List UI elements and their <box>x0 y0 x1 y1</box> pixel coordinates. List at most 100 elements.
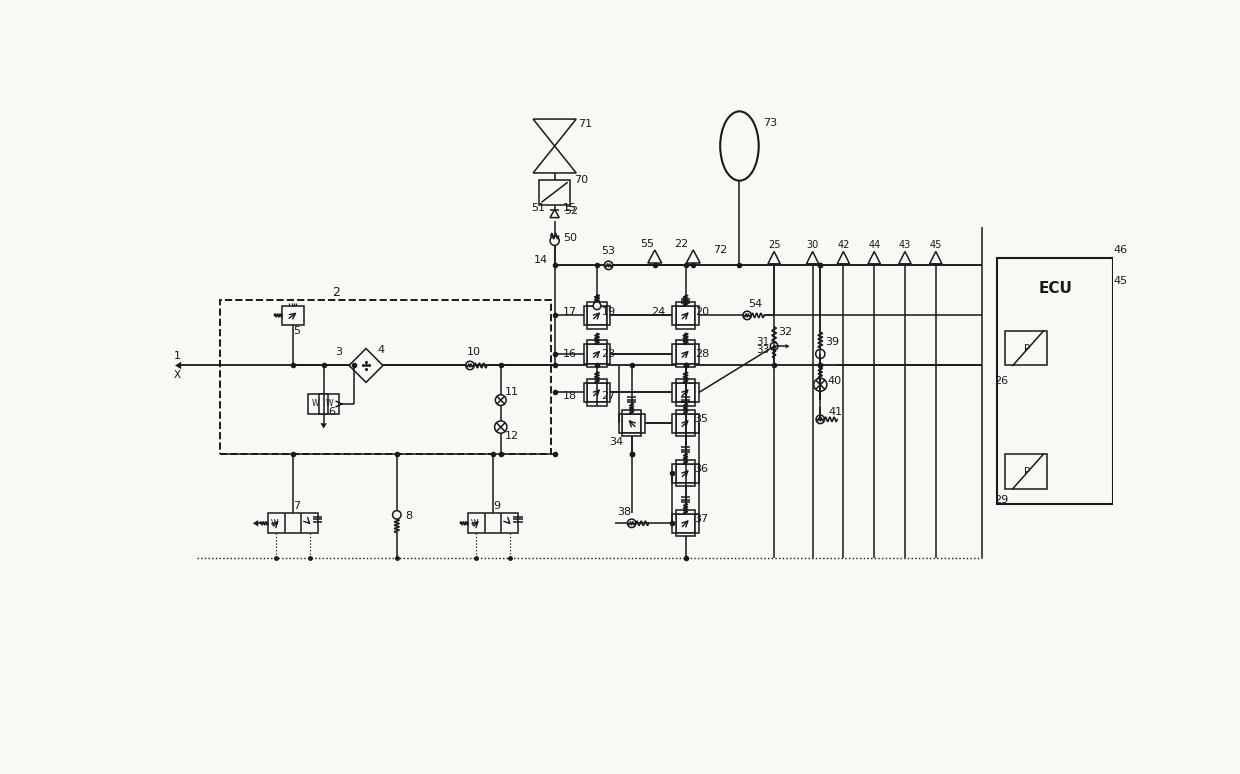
Bar <box>672 413 676 433</box>
Bar <box>588 302 606 306</box>
Circle shape <box>466 361 474 370</box>
Text: 37: 37 <box>694 515 708 525</box>
Text: 39: 39 <box>825 337 839 348</box>
Text: 14: 14 <box>533 255 548 265</box>
Text: 51: 51 <box>531 203 544 213</box>
Bar <box>676 402 696 406</box>
Bar <box>606 306 610 325</box>
Text: 73: 73 <box>763 118 777 128</box>
Text: 41: 41 <box>828 406 843 416</box>
Bar <box>672 306 676 325</box>
Text: 20: 20 <box>696 307 709 317</box>
Circle shape <box>393 511 401 519</box>
Bar <box>676 461 696 464</box>
Text: 70: 70 <box>574 175 589 185</box>
Bar <box>588 325 606 329</box>
Text: 24: 24 <box>651 307 666 317</box>
Text: 72: 72 <box>713 245 728 255</box>
Text: 6: 6 <box>327 406 335 416</box>
Circle shape <box>593 302 601 310</box>
Polygon shape <box>175 361 181 369</box>
Bar <box>672 383 676 402</box>
Circle shape <box>495 395 506 406</box>
Text: 52: 52 <box>564 207 579 217</box>
Bar <box>672 514 676 533</box>
Bar <box>588 364 606 368</box>
Bar <box>619 413 622 433</box>
Text: 54: 54 <box>748 299 761 309</box>
Text: 46: 46 <box>1114 245 1127 255</box>
Text: 4: 4 <box>378 345 384 355</box>
Bar <box>696 413 698 433</box>
Bar <box>676 383 696 402</box>
Text: 7: 7 <box>293 501 300 511</box>
Circle shape <box>551 236 559 245</box>
Text: 16: 16 <box>563 349 577 359</box>
Bar <box>997 258 1112 504</box>
Text: 32: 32 <box>779 327 792 337</box>
Text: 9: 9 <box>494 501 501 511</box>
Bar <box>539 180 570 204</box>
Text: 5: 5 <box>293 326 300 336</box>
Circle shape <box>495 421 507 433</box>
Bar <box>676 483 696 486</box>
Bar <box>676 410 696 413</box>
Text: X: X <box>174 370 181 380</box>
Text: 11: 11 <box>506 388 520 397</box>
Text: 2: 2 <box>331 286 340 299</box>
Text: 30: 30 <box>806 241 818 250</box>
Bar <box>588 341 606 344</box>
Bar <box>676 533 696 536</box>
Bar <box>588 306 606 325</box>
Text: 45: 45 <box>930 241 942 250</box>
Bar <box>696 514 698 533</box>
Text: 55: 55 <box>640 239 653 248</box>
Bar <box>676 344 696 364</box>
Circle shape <box>816 415 825 423</box>
Bar <box>672 344 676 364</box>
Text: 15: 15 <box>563 203 577 213</box>
Bar <box>584 344 588 364</box>
Bar <box>696 306 699 325</box>
Bar <box>588 344 606 364</box>
Text: W: W <box>311 399 319 409</box>
Polygon shape <box>350 348 383 382</box>
Bar <box>606 383 610 402</box>
Text: W: W <box>270 519 278 528</box>
Bar <box>219 300 551 454</box>
Text: 27: 27 <box>601 392 616 401</box>
Bar <box>676 302 696 306</box>
Bar <box>641 413 645 433</box>
Bar <box>281 307 304 324</box>
Bar <box>676 510 696 514</box>
Text: 10: 10 <box>466 347 481 357</box>
Polygon shape <box>786 344 790 348</box>
Bar <box>676 379 696 383</box>
Text: 12: 12 <box>505 431 520 441</box>
Text: 19: 19 <box>601 307 615 317</box>
Text: 71: 71 <box>578 119 593 129</box>
Text: 26: 26 <box>994 376 1008 386</box>
Text: 38: 38 <box>616 507 631 517</box>
Text: 50: 50 <box>563 233 577 242</box>
Bar <box>467 513 518 533</box>
Bar <box>584 383 588 402</box>
Bar <box>672 464 676 483</box>
Text: 53: 53 <box>601 246 615 256</box>
Circle shape <box>627 519 636 528</box>
Bar <box>676 341 696 344</box>
Text: 44: 44 <box>868 241 880 250</box>
Bar <box>1006 330 1048 365</box>
Text: 35: 35 <box>694 414 708 424</box>
Bar <box>588 402 606 406</box>
Bar <box>696 344 699 364</box>
Circle shape <box>816 349 825 358</box>
Text: 3: 3 <box>336 347 342 357</box>
Text: 40: 40 <box>827 376 841 386</box>
Text: 36: 36 <box>694 464 708 474</box>
Circle shape <box>743 311 751 320</box>
Circle shape <box>813 378 827 391</box>
Bar <box>268 513 317 533</box>
Bar <box>676 325 696 329</box>
Bar <box>622 433 641 437</box>
